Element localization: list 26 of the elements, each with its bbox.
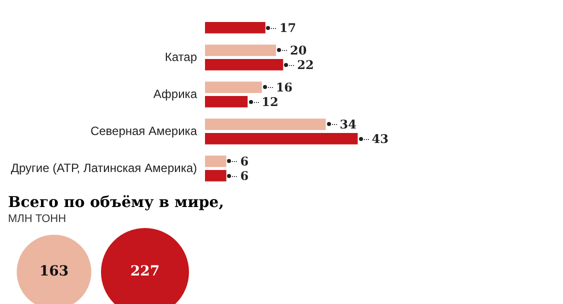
bar xyxy=(205,44,276,56)
data-label: 43 xyxy=(372,132,388,146)
bar xyxy=(205,96,248,108)
bar xyxy=(205,82,262,93)
data-label: 163 xyxy=(39,264,69,280)
data-label: 6 xyxy=(240,154,249,168)
data-label: 20 xyxy=(290,43,307,58)
category-label: Катар xyxy=(164,50,197,64)
data-label: 34 xyxy=(340,117,356,132)
bar xyxy=(205,133,358,144)
text: МЛН ТОНН xyxy=(8,213,66,225)
data-label: 6 xyxy=(240,168,249,183)
category-label: Северная Америка xyxy=(90,124,197,138)
data-label: 12 xyxy=(262,94,278,109)
data-label: 17 xyxy=(279,20,296,35)
bar xyxy=(205,170,226,182)
bar xyxy=(205,22,266,34)
text: Всего по объёму в мире, xyxy=(8,193,224,211)
data-label: 227 xyxy=(130,264,160,280)
data-label: 16 xyxy=(276,80,293,94)
bar xyxy=(205,118,326,130)
category-label: Другие (АТР, Латинская Америка) xyxy=(10,160,197,175)
bar xyxy=(205,156,226,167)
category-label: Африка xyxy=(153,86,197,101)
data-label: 22 xyxy=(297,58,314,72)
bar xyxy=(205,59,284,70)
